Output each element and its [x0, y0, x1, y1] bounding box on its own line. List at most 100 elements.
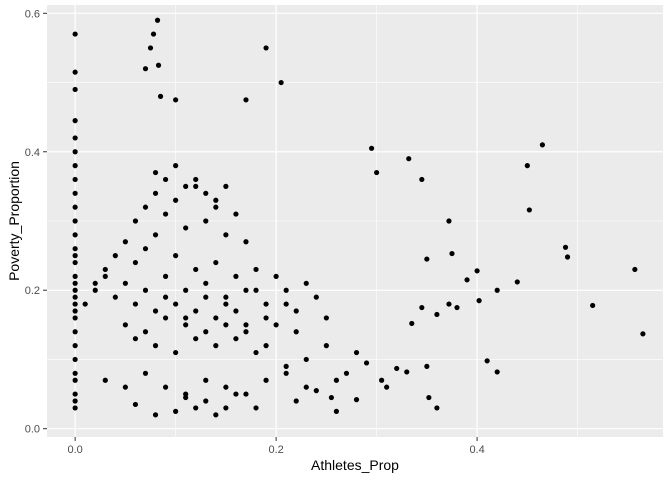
data-point: [213, 259, 219, 266]
data-point: [72, 253, 78, 259]
data-point: [343, 370, 350, 376]
major-grid: [47, 5, 663, 437]
data-point: [132, 259, 139, 266]
data-point: [203, 398, 209, 404]
data-point: [283, 301, 289, 307]
data-point: [253, 287, 259, 293]
data-point: [283, 363, 289, 369]
data-point: [102, 273, 108, 279]
data-point: [193, 336, 199, 342]
data-point: [193, 266, 199, 273]
data-point: [72, 329, 78, 335]
data-point: [303, 280, 309, 286]
data-point: [173, 349, 179, 356]
data-point: [243, 329, 249, 335]
data-point: [142, 204, 149, 210]
data-point: [193, 308, 199, 314]
data-point: [142, 246, 149, 252]
data-point: [213, 197, 219, 203]
data-point: [353, 397, 360, 403]
data-point: [263, 377, 269, 383]
data-point: [213, 343, 219, 349]
data-point: [263, 315, 269, 321]
data-point: [213, 412, 219, 418]
data-point: [193, 405, 199, 411]
data-point: [363, 360, 370, 366]
data-point: [213, 315, 219, 321]
data-point: [152, 412, 159, 418]
data-point: [72, 259, 78, 266]
data-point: [233, 336, 239, 342]
data-point: [253, 266, 259, 273]
data-point: [564, 254, 571, 260]
data-point: [72, 31, 78, 37]
data-point: [223, 232, 229, 238]
data-point: [419, 176, 425, 183]
data-point: [152, 169, 159, 176]
data-point: [263, 301, 269, 307]
data-point: [526, 207, 532, 213]
data-point: [323, 315, 329, 321]
data-point: [183, 287, 189, 293]
data-point: [243, 391, 249, 397]
data-point: [72, 308, 78, 314]
data-point: [313, 294, 319, 300]
data-point: [132, 301, 139, 307]
data-point: [278, 79, 284, 86]
data-point: [328, 394, 334, 401]
data-point: [112, 253, 118, 259]
data-point: [102, 266, 108, 273]
data-point: [203, 329, 209, 335]
data-point: [424, 256, 430, 262]
data-point: [293, 329, 299, 335]
data-point: [263, 343, 269, 349]
data-point: [152, 232, 159, 238]
data-point: [213, 204, 219, 210]
data-point: [590, 302, 596, 309]
data-point: [122, 322, 128, 328]
data-point: [426, 394, 432, 401]
y-tick-label: 0.2: [25, 285, 40, 297]
data-point: [353, 349, 360, 356]
data-point: [446, 218, 452, 224]
data-point: [72, 246, 78, 252]
data-point: [162, 315, 169, 321]
data-point: [632, 266, 638, 273]
data-point: [72, 86, 78, 93]
data-point: [233, 273, 239, 279]
data-point: [183, 322, 189, 328]
data-point: [72, 315, 78, 321]
data-point: [102, 377, 108, 383]
data-point: [203, 377, 209, 383]
data-point: [293, 398, 299, 404]
data-point: [223, 183, 229, 189]
data-point: [379, 377, 385, 383]
data-point: [484, 358, 490, 364]
data-point: [162, 384, 169, 390]
data-point: [524, 163, 530, 169]
data-point: [243, 97, 249, 103]
data-point: [514, 279, 520, 285]
data-point: [263, 45, 269, 51]
data-point: [203, 218, 209, 224]
data-point: [494, 287, 500, 293]
data-point: [152, 190, 159, 196]
data-point: [72, 370, 78, 376]
data-point: [92, 287, 98, 293]
data-point: [152, 308, 159, 314]
data-point: [72, 301, 78, 307]
data-point: [162, 273, 169, 279]
data-point: [132, 401, 139, 408]
x-tick-label: 0.4: [469, 444, 484, 456]
data-point: [193, 183, 199, 189]
data-point: [155, 62, 162, 68]
data-point: [72, 377, 78, 383]
data-point: [72, 149, 78, 155]
data-point: [142, 66, 149, 72]
data-point: [223, 405, 229, 411]
data-point: [122, 239, 128, 245]
data-point: [162, 294, 169, 300]
data-point: [223, 294, 229, 300]
data-point: [404, 369, 410, 375]
data-point: [203, 280, 209, 286]
